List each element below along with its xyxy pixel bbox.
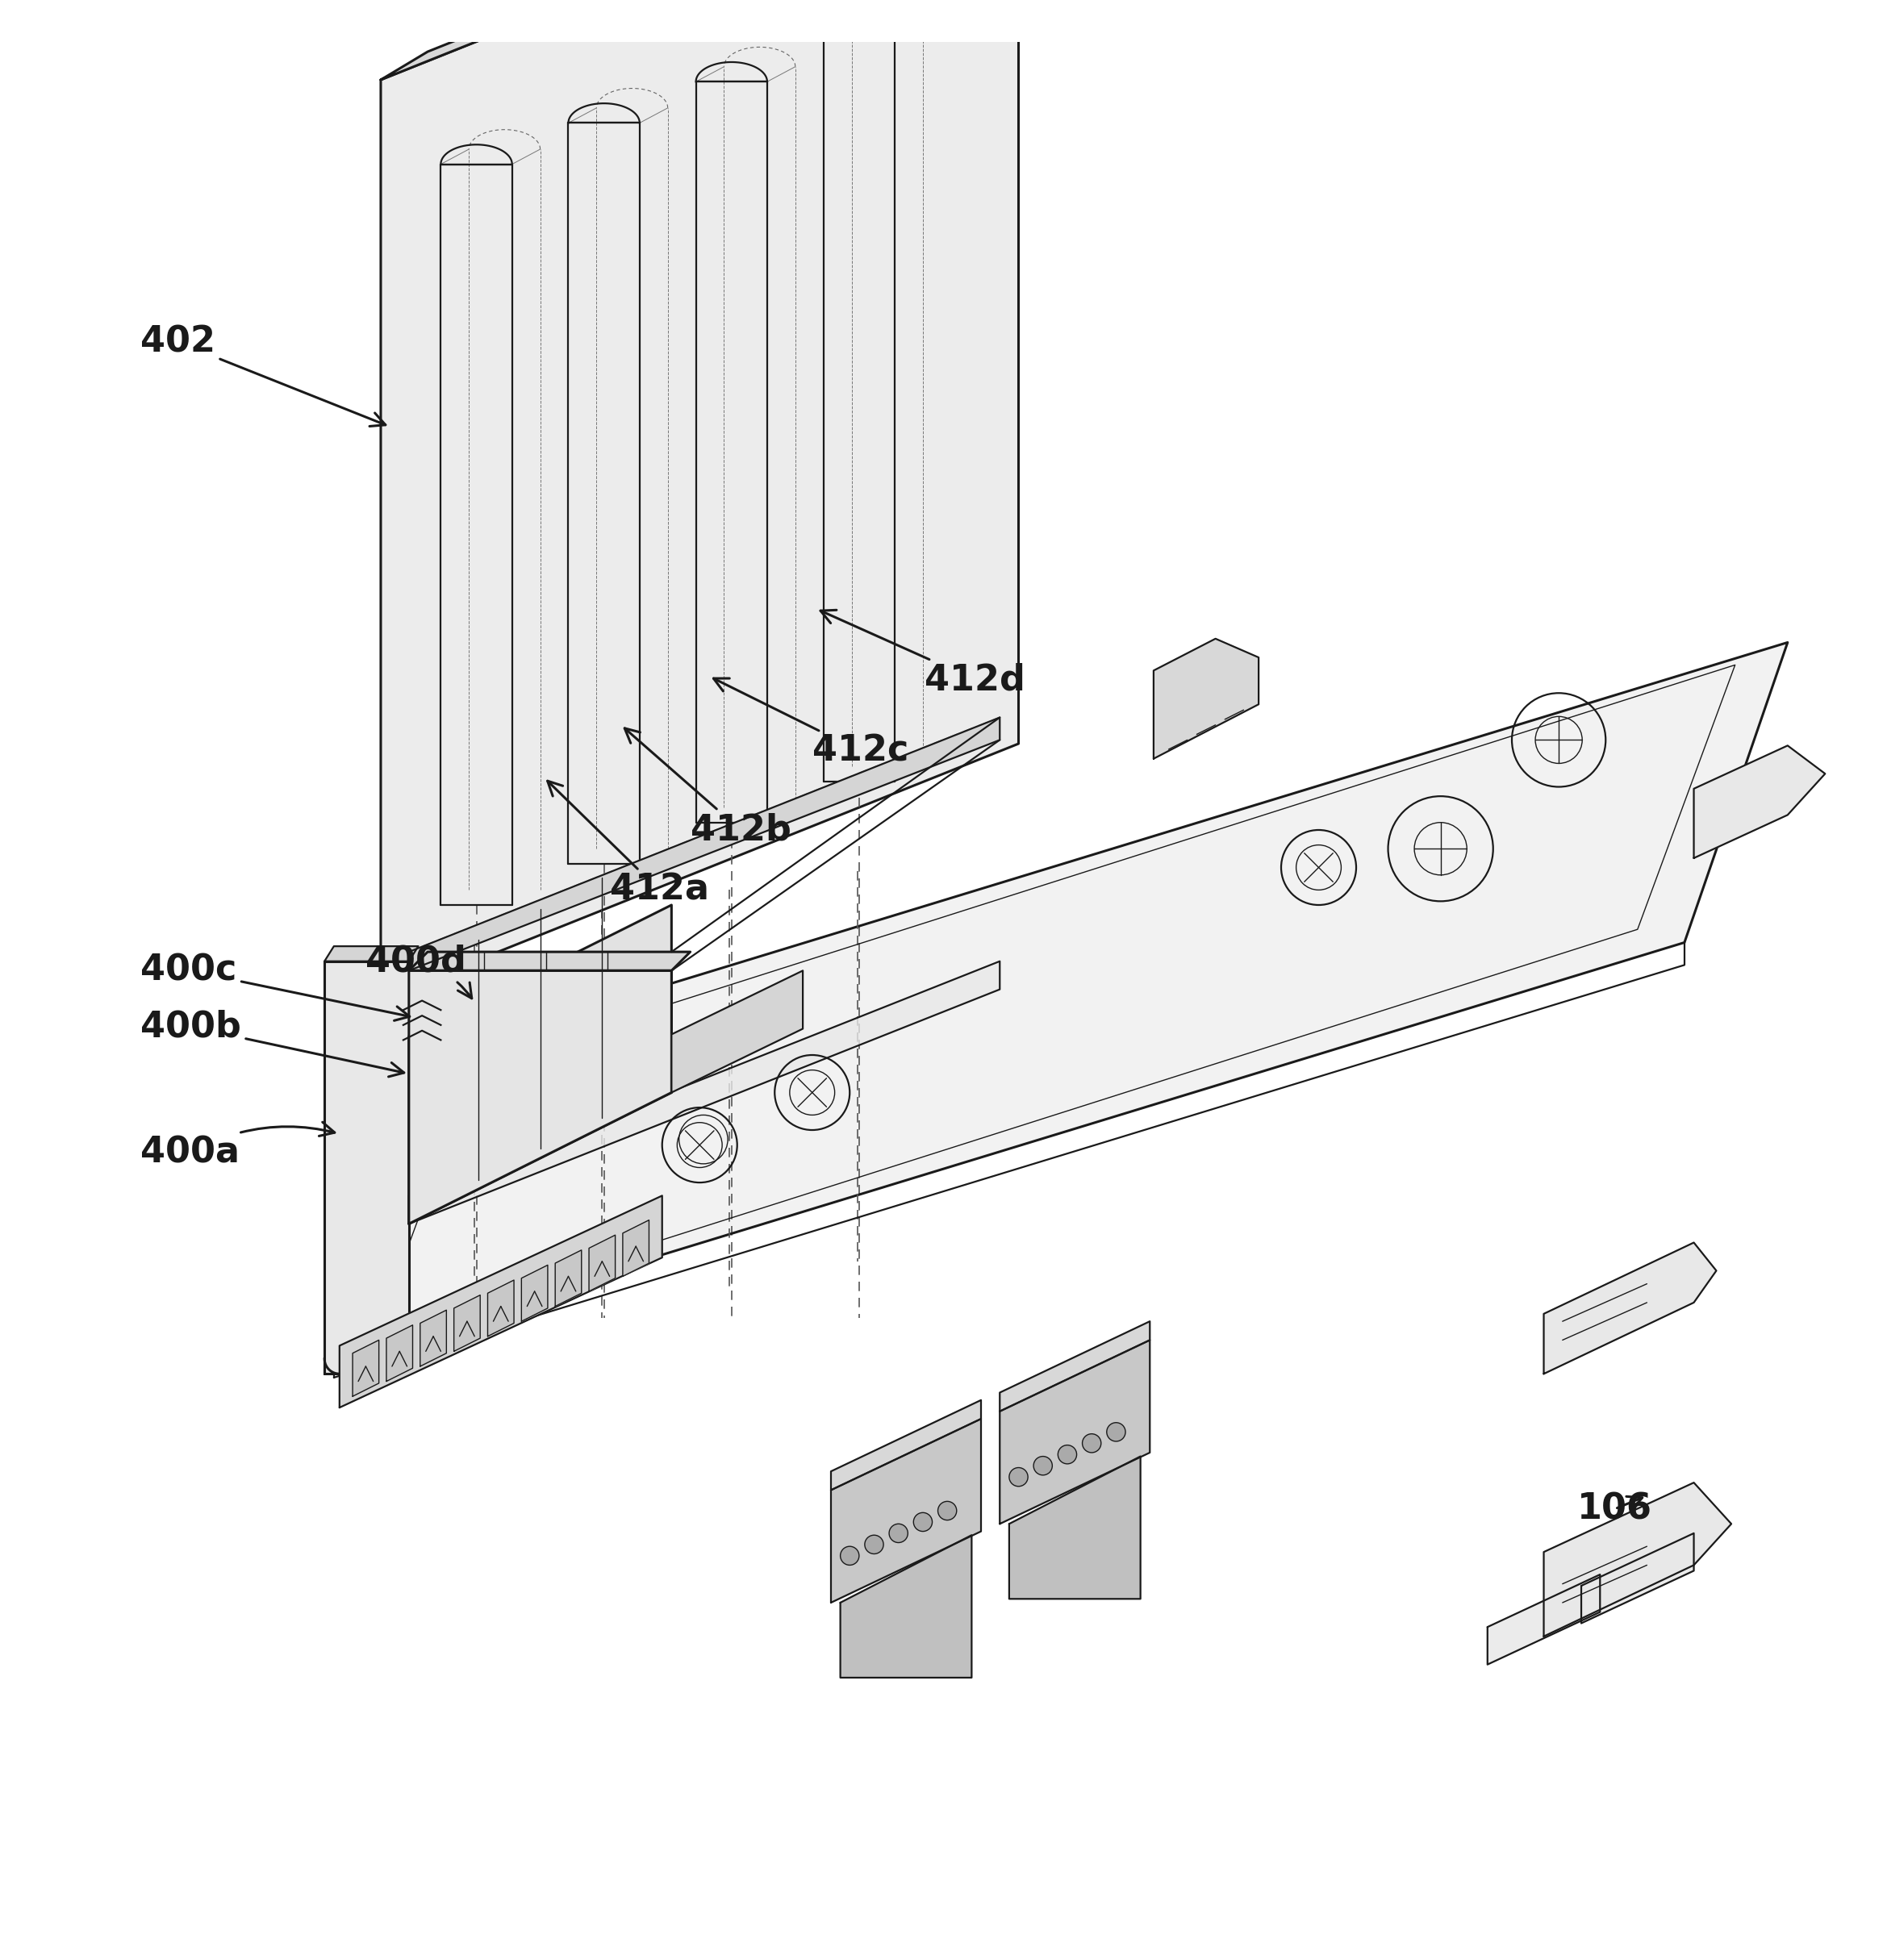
Circle shape <box>840 1546 859 1566</box>
Polygon shape <box>487 1280 513 1337</box>
Polygon shape <box>409 970 672 1223</box>
Text: 400d: 400d <box>366 945 472 998</box>
Circle shape <box>864 1535 883 1554</box>
Circle shape <box>889 1523 908 1543</box>
Polygon shape <box>409 953 691 970</box>
Text: 400a: 400a <box>142 1123 334 1170</box>
Polygon shape <box>555 1250 581 1305</box>
Polygon shape <box>409 906 672 1223</box>
Text: 412d: 412d <box>821 610 1025 698</box>
Polygon shape <box>830 1399 981 1490</box>
Circle shape <box>1034 1456 1053 1476</box>
Polygon shape <box>589 1235 615 1292</box>
Polygon shape <box>521 1264 547 1321</box>
Polygon shape <box>1544 1482 1732 1637</box>
Polygon shape <box>830 1419 981 1603</box>
Polygon shape <box>340 1196 662 1407</box>
Polygon shape <box>1487 1574 1600 1664</box>
Text: 412a: 412a <box>547 780 710 907</box>
Polygon shape <box>409 960 1000 1223</box>
Circle shape <box>1083 1435 1102 1452</box>
Polygon shape <box>381 0 1066 80</box>
Text: 400c: 400c <box>142 953 409 1021</box>
Polygon shape <box>840 1535 972 1678</box>
Circle shape <box>1059 1445 1077 1464</box>
Polygon shape <box>387 1325 413 1382</box>
Circle shape <box>938 1501 957 1521</box>
Polygon shape <box>1153 639 1259 759</box>
Polygon shape <box>1000 1321 1149 1411</box>
Circle shape <box>1010 1468 1028 1486</box>
Polygon shape <box>421 1309 447 1366</box>
Text: 106: 106 <box>1578 1492 1653 1527</box>
Polygon shape <box>381 0 1019 1000</box>
Text: 400b: 400b <box>142 1009 404 1076</box>
Circle shape <box>1106 1423 1125 1441</box>
Polygon shape <box>1695 745 1825 858</box>
Text: 412b: 412b <box>625 729 791 847</box>
Polygon shape <box>672 970 802 1092</box>
Polygon shape <box>409 717 1000 970</box>
Polygon shape <box>623 1219 649 1276</box>
Circle shape <box>913 1513 932 1531</box>
Polygon shape <box>353 1341 379 1396</box>
Polygon shape <box>1010 1456 1140 1599</box>
Polygon shape <box>325 947 419 960</box>
Text: 412c: 412c <box>713 678 908 768</box>
Polygon shape <box>1581 1533 1695 1623</box>
Polygon shape <box>325 960 409 1374</box>
Polygon shape <box>1544 1243 1717 1374</box>
Text: 402: 402 <box>142 325 385 425</box>
Polygon shape <box>1000 1341 1149 1523</box>
Polygon shape <box>334 643 1787 1354</box>
Polygon shape <box>455 1296 479 1350</box>
